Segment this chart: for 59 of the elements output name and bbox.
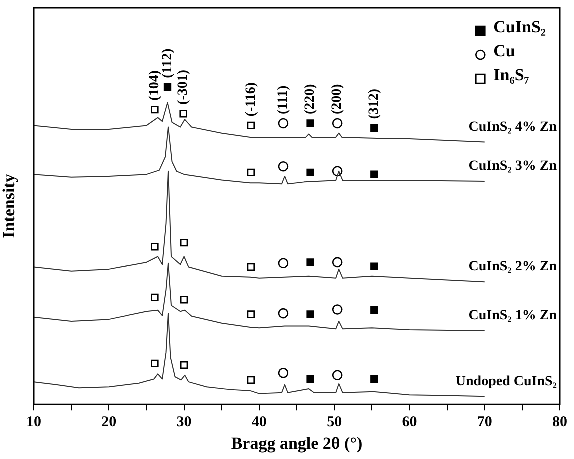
point (180, 361, 188, 370)
x-tick-label: 30 (176, 414, 192, 430)
point (151, 294, 159, 302)
point (370, 262, 378, 270)
point (332, 118, 343, 129)
point (370, 124, 378, 132)
annotation: (312) (367, 88, 382, 120)
point (332, 370, 343, 381)
point (151, 106, 159, 114)
x-tick-label: 10 (26, 414, 42, 430)
point (332, 304, 343, 315)
legend-label: In₆S₇ (494, 65, 530, 84)
point (332, 257, 343, 268)
series-label: CuInS₂ 3% Zn (468, 159, 558, 174)
annotation: (111) (276, 85, 292, 114)
x-tick-label: 50 (327, 414, 342, 430)
series-label: CuInS₂ 1% Zn (468, 308, 558, 324)
point (278, 368, 289, 378)
point (278, 308, 289, 319)
x-tick-label: 70 (477, 414, 492, 430)
legend-label: Cu (494, 41, 516, 60)
point (247, 376, 255, 384)
point (306, 168, 314, 176)
point (151, 243, 159, 251)
annotation: (112) (160, 48, 176, 78)
point (247, 310, 255, 318)
x-tick-label: 60 (402, 414, 418, 430)
point (151, 360, 159, 368)
x-tick-label: 40 (252, 414, 267, 430)
x-tick-label: 20 (102, 414, 117, 430)
annotation: (104) (148, 70, 163, 101)
series-label: Undoped CuInS₂ (456, 374, 557, 390)
annotation: (-116) (244, 82, 259, 117)
point (306, 310, 314, 318)
point (180, 238, 188, 247)
point (306, 120, 314, 128)
point (278, 161, 289, 172)
point (247, 263, 255, 272)
x-tick-label: 80 (552, 414, 568, 430)
point (278, 118, 289, 129)
y-axis-title: Intensity (0, 174, 18, 238)
point (306, 375, 314, 384)
point (180, 296, 188, 304)
series-label: CuInS₂ 2% Zn (468, 260, 558, 275)
x-axis-title: Bragg angle 2θ (°) (231, 434, 363, 454)
annotation: (200) (330, 84, 346, 114)
point (306, 258, 314, 266)
point (247, 122, 255, 130)
point (370, 306, 378, 314)
annotation: (220) (303, 84, 318, 114)
annotation: (-301) (176, 70, 192, 105)
point (370, 170, 378, 178)
point (247, 168, 255, 176)
point (164, 83, 172, 92)
point (180, 110, 188, 118)
point (278, 258, 289, 269)
series-label: CuInS₂ 4% Zn (468, 120, 558, 135)
point (370, 375, 378, 384)
legend-label: CuInS₂ (494, 17, 546, 36)
